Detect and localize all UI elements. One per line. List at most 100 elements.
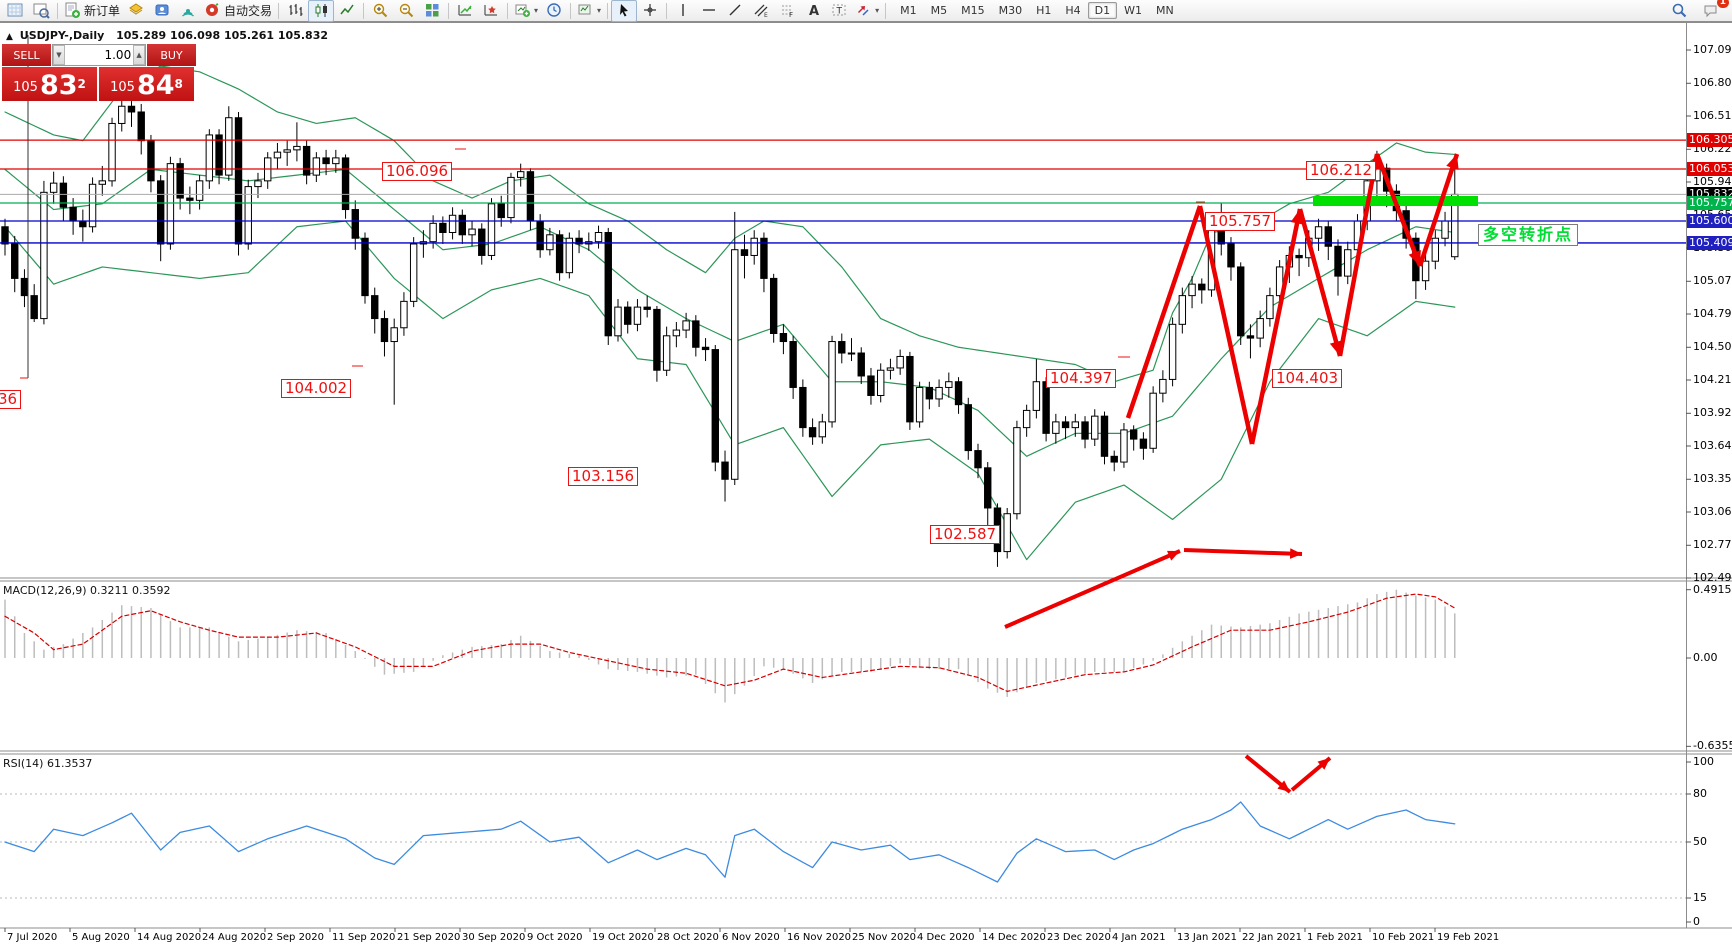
chart-grid-button[interactable]	[2, 0, 28, 22]
new-order-button[interactable]: 新订单	[61, 0, 123, 22]
sell-button[interactable]: SELL	[2, 44, 51, 66]
add-indicator-button[interactable]: ▾	[511, 0, 541, 22]
trendline-button[interactable]	[722, 0, 748, 22]
candle-body	[409, 243, 418, 302]
candle-body	[877, 369, 885, 396]
price-annotation-label: 104.002	[281, 379, 352, 398]
tile-windows-button[interactable]	[419, 0, 445, 22]
candle-body	[925, 386, 934, 400]
chart-window[interactable]: ▲ USDJPY-,Daily 105.289 106.098 105.261 …	[0, 22, 1732, 948]
crosshair-icon	[642, 2, 659, 19]
candle-body	[769, 277, 778, 335]
candle-body	[1256, 318, 1264, 339]
alerts-button[interactable]: 1	[1698, 0, 1729, 22]
cursor-button[interactable]	[611, 0, 638, 22]
dropdown-caret-icon[interactable]: ▾	[597, 6, 602, 15]
timeframe-D1[interactable]: D1	[1087, 2, 1118, 19]
time-axis-label: 14 Dec 2020	[982, 932, 1046, 943]
candle-body	[847, 352, 856, 355]
timeframe-H4[interactable]: H4	[1065, 4, 1081, 17]
volume-increase-button[interactable]: ▲	[133, 45, 145, 65]
autotrading-button[interactable]: 自动交易	[201, 0, 275, 22]
price-axis-label: 103.640	[1693, 438, 1732, 452]
time-axis-label: 1 Feb 2021	[1307, 932, 1363, 943]
terminal-button[interactable]	[149, 0, 175, 22]
candle-body	[945, 381, 953, 388]
timeframe-MN[interactable]: MN	[1155, 4, 1174, 17]
candle-body	[186, 197, 194, 201]
volume-decrease-button[interactable]: ▼	[53, 45, 65, 65]
rsi-label: RSI(14) 61.3537	[3, 757, 93, 770]
metaeditor-button[interactable]	[123, 0, 149, 22]
text-button[interactable]: A	[800, 0, 826, 22]
timeframe-H1[interactable]: H1	[1036, 4, 1052, 17]
volume-input[interactable]	[64, 45, 134, 65]
candle-body	[915, 386, 924, 423]
candlestick-chart-button[interactable]	[308, 0, 335, 22]
template-icon	[577, 2, 594, 19]
chart-canvas[interactable]	[0, 22, 1732, 948]
vline-button[interactable]	[670, 0, 696, 22]
notification-badge: 1	[1716, 0, 1729, 8]
toolbar-separator	[363, 2, 365, 19]
label-button[interactable]: T	[826, 0, 852, 22]
clock-button[interactable]	[541, 0, 567, 22]
time-axis-label: 10 Feb 2021	[1372, 932, 1435, 943]
buy-price-button[interactable]: 105 84 8	[99, 67, 194, 101]
time-axis-label: 24 Aug 2020	[202, 932, 267, 943]
candle-body	[1246, 335, 1255, 339]
template-button[interactable]: ▾	[574, 0, 604, 22]
hline-button[interactable]	[696, 0, 722, 22]
rsi-axis-label: 15	[1693, 891, 1707, 904]
sell-price-button[interactable]: 105 83 2	[2, 67, 97, 101]
candle-body	[439, 222, 447, 234]
timeframe-M5[interactable]: M5	[930, 4, 948, 17]
zoom-out-button[interactable]	[393, 0, 419, 22]
signals-icon	[180, 2, 197, 19]
timeframe-M30[interactable]: M30	[998, 4, 1023, 17]
chart-preview-button[interactable]	[28, 0, 54, 22]
terminal-icon	[154, 2, 171, 19]
crosshair-button[interactable]	[637, 0, 663, 22]
timeframe-M1[interactable]: M1	[900, 4, 917, 17]
candle-body	[721, 461, 729, 480]
line-chart-button[interactable]	[334, 0, 360, 22]
bar-chart-button[interactable]	[282, 0, 308, 22]
timeframe-M15[interactable]: M15	[961, 4, 985, 17]
candle-body	[390, 327, 398, 343]
candle-body	[478, 228, 486, 256]
fibonacci-button[interactable]: F	[774, 0, 800, 22]
zigzag-arrow-segment	[1374, 153, 1423, 267]
rsi-axis-label: 80	[1693, 787, 1707, 800]
buy-button[interactable]: BUY	[147, 44, 196, 66]
candle-body	[244, 186, 252, 245]
price-badge: 105.757	[1687, 196, 1732, 210]
zigzag-arrow-segment	[1297, 208, 1343, 357]
arrowhead	[1408, 250, 1421, 266]
price-annotation-label: 105.757	[1205, 212, 1276, 231]
price-badge: 105.600	[1687, 214, 1732, 229]
dropdown-caret-icon[interactable]: ▾	[875, 6, 880, 15]
dropdown-caret-icon[interactable]: ▾	[534, 6, 539, 15]
candle-body	[1071, 421, 1079, 429]
candle-body	[351, 209, 359, 239]
signals-button[interactable]	[175, 0, 201, 22]
objects-window-button[interactable]	[478, 0, 504, 22]
price-annotation-label: 106.096	[382, 162, 453, 181]
channel-button[interactable]: E	[748, 0, 774, 22]
candle-body	[487, 203, 496, 256]
new-order-icon	[64, 2, 81, 19]
candle-body	[740, 249, 749, 256]
zoom-in-button[interactable]	[367, 0, 393, 22]
timeframe-W1[interactable]: W1	[1124, 4, 1142, 17]
candle-body	[662, 335, 671, 371]
candle-body	[516, 171, 525, 178]
indicator-trend-arrow	[1183, 548, 1303, 556]
candle-body	[137, 111, 145, 142]
candle-body	[1159, 378, 1167, 394]
candle-body	[701, 346, 710, 351]
arrows-button[interactable]: ▾	[852, 0, 882, 22]
zigzag-arrow-segment	[1125, 205, 1203, 419]
search-button[interactable]	[1666, 0, 1692, 22]
indicators-window-button[interactable]	[452, 0, 478, 22]
